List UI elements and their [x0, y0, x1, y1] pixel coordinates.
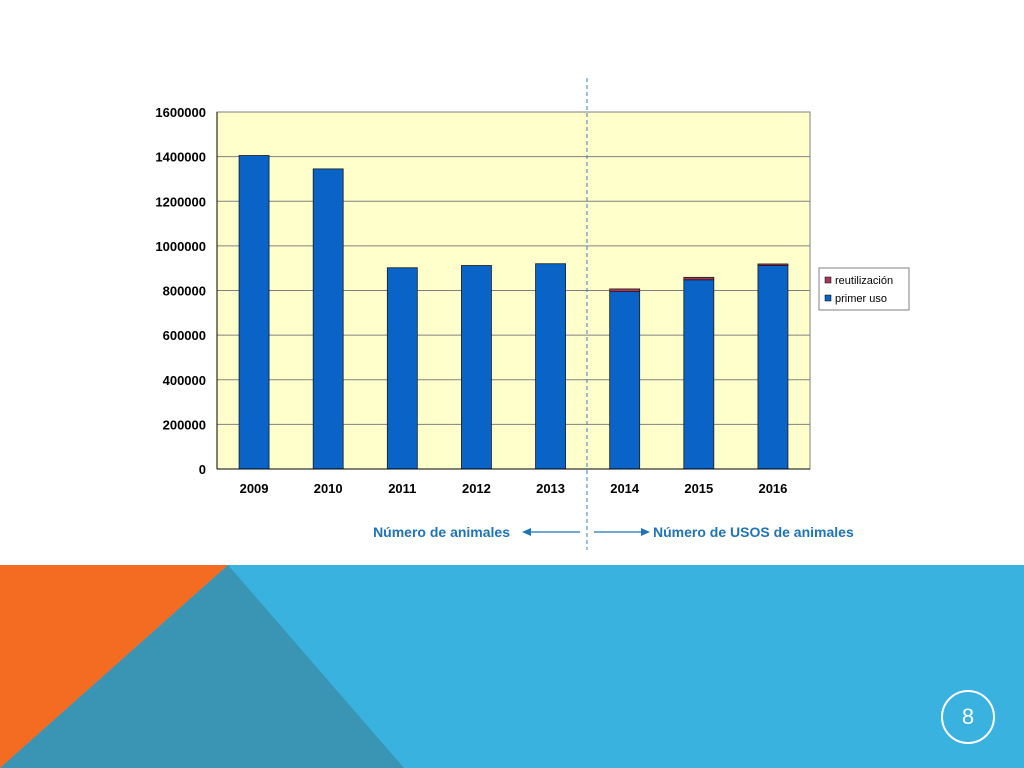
y-tick-label: 0	[199, 462, 206, 477]
footer-decoration	[0, 565, 1024, 768]
footer-orange-triangle	[0, 565, 228, 768]
left-arrow-icon	[522, 528, 580, 536]
x-axis-tick-labels: 2009 2010 2011 2012 2013 2014 2015 2016	[240, 481, 788, 496]
bar-primer-uso-2014	[609, 291, 641, 470]
page-number: 8	[961, 704, 975, 729]
bar-primer-uso-2016	[757, 265, 789, 470]
bar-primer-uso-2013	[535, 263, 566, 470]
y-tick-label: 1000000	[155, 239, 206, 254]
bars	[238, 155, 789, 470]
legend-box	[818, 267, 910, 311]
bar-chart: 0 200000 400000 600000 800000 1000000 1200000 1…	[155, 78, 910, 550]
y-tick-label: 1600000	[155, 105, 206, 120]
bar-primer-uso-2009	[238, 155, 270, 470]
legend-swatch-primer-uso	[824, 294, 832, 302]
y-tick-label: 200000	[163, 417, 206, 432]
bar-primer-uso-2011	[386, 267, 418, 470]
bar-reutilización-2014	[609, 288, 641, 293]
y-tick-label: 400000	[163, 373, 206, 388]
x-tick-label: 2013	[536, 481, 565, 496]
y-tick-label: 600000	[163, 328, 206, 343]
bar-primer-uso-2015	[683, 279, 715, 470]
x-tick-label: 2009	[240, 481, 269, 496]
bar-primer-uso-2012	[461, 265, 492, 470]
footer-teal-triangle	[0, 565, 404, 768]
y-axis-tick-labels: 0 200000 400000 600000 800000 1000000 1200000 1…	[155, 105, 206, 477]
annotation-left: Número de animales	[373, 524, 510, 540]
x-tick-label: 2011	[388, 481, 416, 496]
x-tick-label: 2015	[684, 481, 713, 496]
x-tick-label: 2014	[610, 481, 640, 496]
y-tick-label: 1400000	[155, 150, 206, 165]
legend-swatch-reutilizacion	[824, 276, 832, 284]
bar-primer-uso-2010	[312, 168, 344, 470]
annotation-right: Número de USOS de animales	[653, 524, 854, 540]
legend-label-reutilizacion: reutilización	[835, 275, 893, 287]
legend-label-primer-uso: primer uso	[835, 293, 887, 305]
y-tick-label: 800000	[163, 284, 206, 299]
y-tick-label: 1200000	[155, 194, 206, 209]
legend: reutilización primer uso	[818, 267, 910, 311]
right-arrow-icon	[594, 528, 650, 536]
x-tick-label: 2010	[314, 481, 343, 496]
bar-reutilización-2015	[683, 276, 715, 281]
x-tick-label: 2016	[758, 481, 787, 496]
page-number-badge: 8	[941, 690, 995, 744]
x-tick-label: 2012	[462, 481, 491, 496]
bar-reutilización-2016	[757, 263, 789, 266]
